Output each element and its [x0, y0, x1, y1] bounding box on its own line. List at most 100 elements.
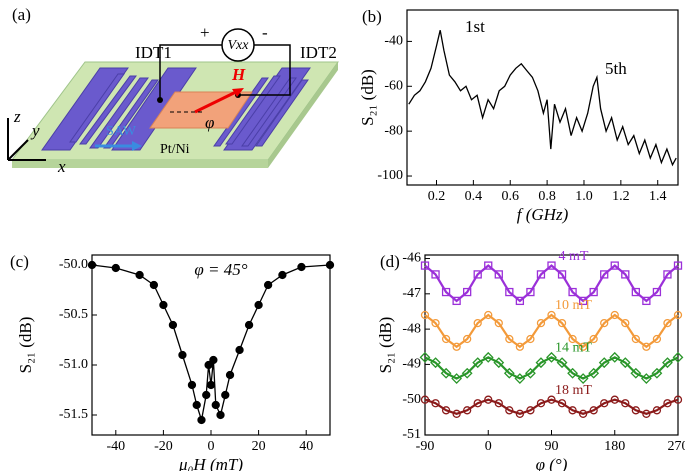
- marker: [484, 395, 493, 404]
- marker: [472, 357, 484, 369]
- label: x: [57, 157, 66, 176]
- marker: [609, 351, 621, 363]
- marker: [652, 287, 662, 297]
- wires: [159, 44, 291, 100]
- y-tick-label: -51.5: [59, 407, 88, 422]
- x-tick-label: 1.4: [649, 189, 667, 204]
- marker: [631, 287, 640, 297]
- series-label: 10 mT: [555, 298, 592, 313]
- series-line: [408, 30, 677, 167]
- marker: [505, 287, 514, 297]
- marker: [484, 310, 493, 320]
- marker: [526, 406, 535, 415]
- marker: [663, 270, 672, 279]
- x-tick-label: 1.2: [612, 189, 630, 204]
- marker: [441, 334, 451, 344]
- panel-label: (b): [362, 7, 382, 26]
- marker: [619, 357, 631, 369]
- marker: [610, 395, 619, 404]
- marker: [526, 287, 535, 297]
- marker: [431, 318, 440, 328]
- annotation: 1st: [465, 17, 485, 36]
- marker: [514, 373, 526, 384]
- idt1: [41, 67, 197, 151]
- y-tick-label: -50.5: [59, 307, 88, 322]
- marker: [297, 262, 306, 272]
- marker: [211, 400, 220, 410]
- arrowhead: [232, 88, 244, 97]
- marker: [673, 261, 683, 270]
- marker: [515, 342, 525, 351]
- y-tick-label: -47: [402, 286, 421, 301]
- marker: [557, 399, 567, 408]
- y-tick-label: -40: [384, 34, 403, 49]
- y-tick-label: -49: [402, 357, 421, 372]
- marker: [441, 287, 451, 297]
- marker: [672, 351, 684, 363]
- marker: [642, 409, 651, 418]
- marker: [420, 261, 430, 270]
- series-label: 14 mT: [555, 341, 592, 356]
- marker: [244, 320, 254, 330]
- marker: [630, 367, 642, 379]
- marker: [505, 334, 514, 344]
- marker: [278, 270, 287, 280]
- x-tick-label: -20: [154, 439, 173, 454]
- annotation: 5th: [605, 59, 627, 78]
- marker: [631, 334, 640, 344]
- label: SAW: [106, 124, 137, 139]
- y-axis-label: S₂₁ (dB): [376, 317, 395, 374]
- marker: [589, 406, 598, 415]
- marker: [578, 296, 588, 306]
- series-label: 18 mT: [555, 383, 592, 398]
- voltmeter: [221, 28, 255, 62]
- marker: [461, 367, 473, 379]
- marker: [663, 318, 672, 328]
- marker: [325, 260, 335, 270]
- label: IDT1: [135, 43, 172, 62]
- marker: [577, 373, 589, 384]
- arrowhead: [132, 141, 142, 151]
- y-tick-label: -46: [402, 251, 421, 266]
- x-tick-label: 0.6: [501, 189, 519, 204]
- field-arrow: [194, 88, 241, 114]
- marker: [568, 287, 577, 297]
- marker: [178, 350, 187, 360]
- marker: [494, 270, 503, 279]
- y-tick-label: -60: [384, 79, 403, 94]
- marker: [473, 399, 482, 408]
- marker: [204, 360, 213, 370]
- axes-glyph: [7, 118, 46, 161]
- marker: [463, 334, 472, 344]
- series-line: [91, 264, 331, 421]
- marker: [505, 406, 514, 415]
- substrate-edge: [12, 160, 268, 168]
- marker: [536, 399, 546, 408]
- marker: [494, 318, 503, 328]
- marker: [568, 334, 577, 344]
- label: -: [262, 23, 268, 42]
- marker: [463, 287, 472, 297]
- marker: [621, 270, 630, 279]
- x-tick-label: 0.4: [465, 189, 483, 204]
- marker: [452, 409, 461, 418]
- label: IDT2: [300, 43, 337, 62]
- x-tick-label: 180: [604, 439, 625, 454]
- panel-label: (c): [10, 252, 29, 271]
- marker: [568, 406, 577, 415]
- marker: [578, 342, 588, 351]
- marker: [192, 400, 201, 410]
- marker: [610, 261, 619, 270]
- label: z: [13, 107, 21, 126]
- marker: [673, 395, 683, 404]
- label: Pt/Ni: [160, 142, 190, 157]
- marker: [493, 357, 505, 369]
- label: H: [231, 65, 246, 84]
- marker: [419, 351, 431, 363]
- marker: [535, 357, 547, 369]
- marker: [87, 260, 97, 270]
- marker: [589, 287, 598, 297]
- marker: [452, 342, 461, 351]
- x-tick-label: 0.8: [538, 189, 556, 204]
- substrate-side: [268, 62, 338, 168]
